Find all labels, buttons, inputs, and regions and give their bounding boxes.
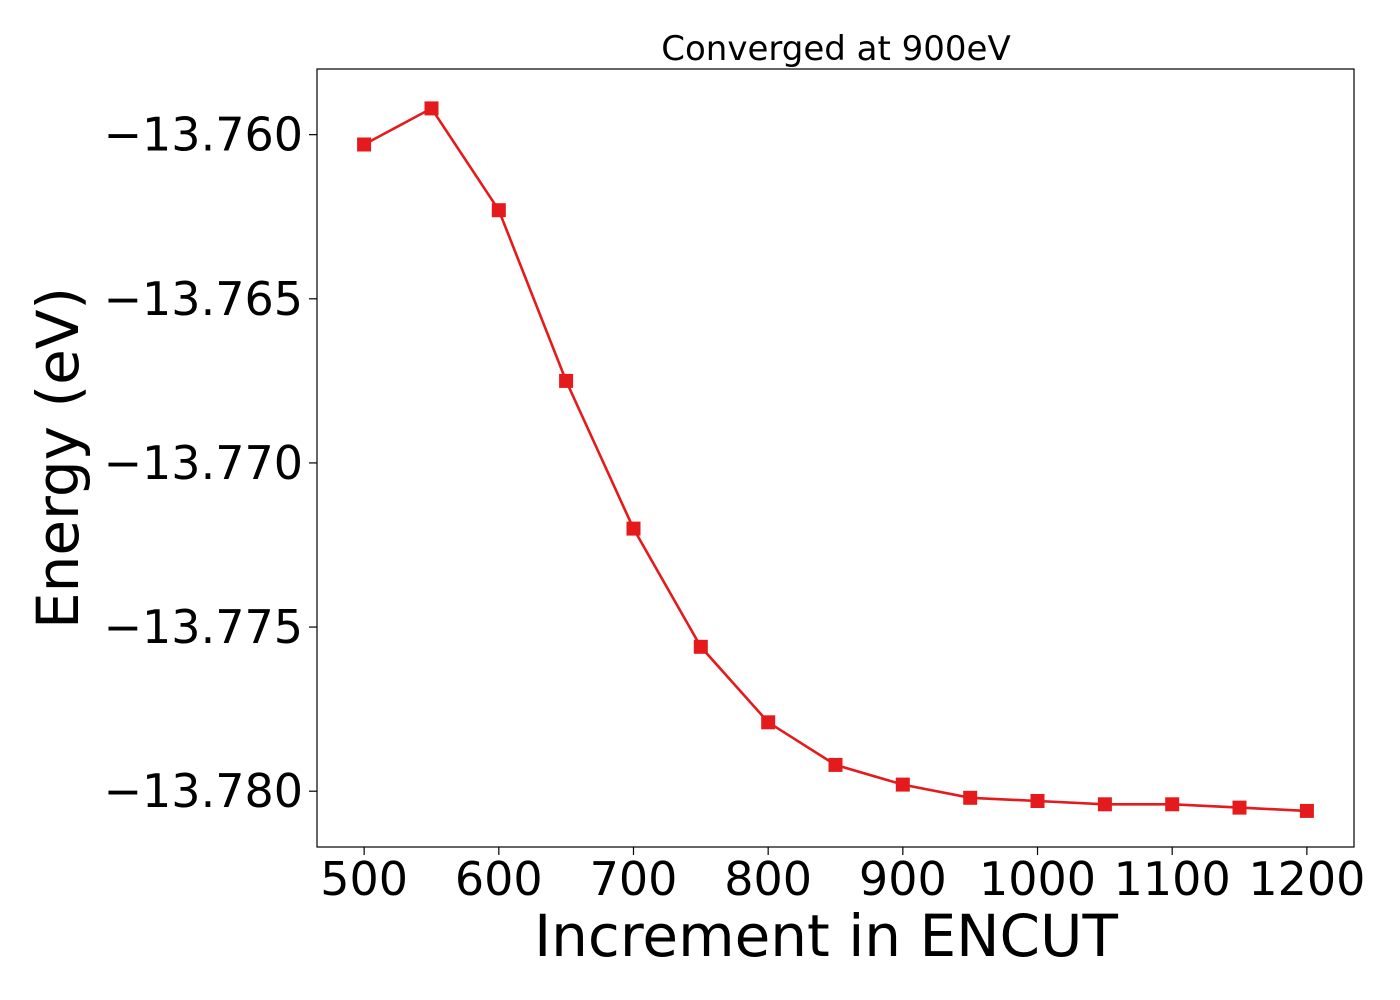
data-point-marker (1299, 803, 1314, 818)
y-tick-label: −13.770 (104, 436, 304, 490)
data-point-marker (1232, 800, 1247, 815)
x-tick-label: 1000 (979, 852, 1096, 906)
data-point-marker (424, 101, 439, 116)
data-point-marker (1165, 797, 1180, 812)
y-tick-label: −13.760 (104, 108, 304, 162)
x-tick-label: 800 (724, 852, 812, 906)
y-axis-label: Energy (eV) (24, 287, 92, 629)
data-point-marker (626, 521, 641, 536)
x-tick-label: 900 (859, 852, 947, 906)
data-point-marker (761, 715, 776, 730)
y-tick-label: −13.775 (104, 600, 304, 654)
data-point-marker (491, 203, 506, 218)
data-point-marker (828, 757, 843, 772)
y-axis-ticks: −13.760 −13.765 −13.770 −13.775 −13.780 (104, 108, 317, 818)
data-point-marker (559, 373, 574, 388)
plot-frame (316, 68, 1355, 848)
data-point-marker (963, 790, 978, 805)
x-tick-label: 500 (320, 852, 408, 906)
x-tick-label: 1200 (1248, 852, 1365, 906)
x-tick-label: 700 (590, 852, 678, 906)
x-axis-ticks: 500 600 700 800 900 1000 1100 1200 (320, 847, 1365, 906)
x-tick-label: 1100 (1114, 852, 1231, 906)
x-axis-label: Increment in ENCUT (534, 902, 1118, 970)
data-point-marker (1097, 797, 1112, 812)
y-tick-label: −13.765 (104, 272, 304, 326)
data-point-marker (1030, 794, 1045, 808)
energy-series-markers (357, 101, 1314, 818)
y-tick-label: −13.780 (104, 764, 304, 818)
x-tick-label: 600 (455, 852, 543, 906)
chart-title: Converged at 900eV (661, 29, 1010, 69)
data-point-marker (895, 777, 910, 792)
data-point-marker (357, 137, 372, 152)
data-point-marker (693, 639, 708, 654)
